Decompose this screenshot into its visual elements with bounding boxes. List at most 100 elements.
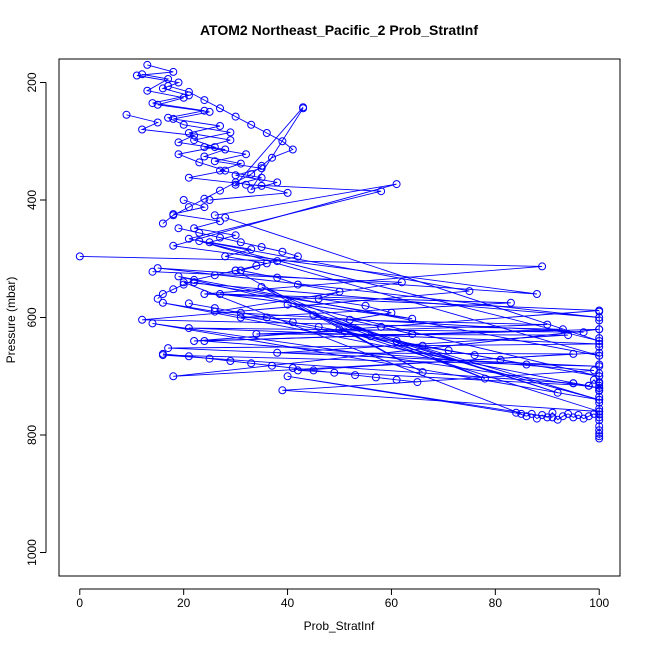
data-point xyxy=(252,261,261,270)
data-point xyxy=(143,86,152,95)
data-point xyxy=(231,178,240,187)
data-point xyxy=(595,398,604,407)
data-point xyxy=(257,283,266,291)
data-point xyxy=(242,150,250,159)
data-point xyxy=(470,351,479,360)
data-point xyxy=(257,161,266,170)
data-point xyxy=(268,361,276,370)
data-point xyxy=(153,264,162,273)
data-point xyxy=(512,408,521,417)
data-point xyxy=(299,104,308,113)
data-point xyxy=(153,100,162,109)
data-point xyxy=(179,196,188,204)
data-point xyxy=(480,374,489,383)
y-tick-label: 1000 xyxy=(25,539,39,566)
data-point xyxy=(558,412,567,421)
data-point xyxy=(221,145,230,154)
data-point xyxy=(143,60,152,69)
data-point xyxy=(164,113,173,122)
data-point xyxy=(418,341,427,350)
data-point xyxy=(584,381,593,390)
data-point xyxy=(309,311,318,320)
series-line-17 xyxy=(188,302,527,365)
data-point xyxy=(543,320,552,329)
data-point xyxy=(377,187,386,196)
data-point xyxy=(257,243,266,251)
x-tick-label: 80 xyxy=(489,596,503,610)
data-point xyxy=(532,290,541,298)
data-point xyxy=(595,360,604,369)
data-point xyxy=(538,262,547,271)
data-point xyxy=(242,180,250,189)
series-line-8 xyxy=(152,217,600,401)
data-point xyxy=(408,314,417,323)
data-point xyxy=(190,278,199,287)
data-point xyxy=(569,413,578,422)
series-line-15 xyxy=(162,85,294,224)
x-tick-label: 0 xyxy=(76,596,83,610)
data-point xyxy=(190,337,199,345)
plot-frame xyxy=(58,58,621,577)
data-point xyxy=(216,104,224,113)
data-point xyxy=(278,247,287,256)
data-point xyxy=(148,99,157,108)
data-point xyxy=(169,114,178,123)
data-point xyxy=(351,371,360,380)
data-point xyxy=(268,153,276,162)
data-point xyxy=(278,386,287,395)
data-point xyxy=(595,432,604,441)
series-line-14 xyxy=(142,73,304,191)
data-point xyxy=(314,322,323,331)
data-point xyxy=(595,426,604,435)
data-point xyxy=(158,298,167,307)
data-point xyxy=(595,379,604,388)
data-point xyxy=(517,409,526,418)
data-point xyxy=(361,301,370,310)
data-point xyxy=(278,137,287,146)
data-point xyxy=(569,379,578,388)
data-point xyxy=(184,234,193,243)
data-point xyxy=(595,307,604,316)
data-point xyxy=(158,290,167,298)
data-point xyxy=(288,364,297,372)
data-point xyxy=(153,294,162,303)
data-point xyxy=(595,334,604,343)
data-point xyxy=(392,180,401,189)
data-point xyxy=(174,150,183,159)
data-point xyxy=(247,359,256,368)
data-point xyxy=(200,143,209,152)
data-point xyxy=(216,233,224,242)
data-point xyxy=(595,351,604,360)
data-point xyxy=(527,409,536,418)
data-point xyxy=(444,346,453,355)
data-point xyxy=(543,413,552,422)
x-axis: 0 20 40 60 80 100 xyxy=(76,588,610,610)
data-point xyxy=(200,96,209,105)
x-axis-label: Prob_StratInf xyxy=(304,619,375,633)
data-point xyxy=(413,378,422,387)
data-point xyxy=(164,82,173,90)
chart-title: ATOM2 Northeast_Pacific_2 Prob_StratInf xyxy=(200,22,478,38)
data-point xyxy=(179,120,188,129)
data-point xyxy=(169,211,178,220)
data-point xyxy=(216,186,224,195)
data-point xyxy=(179,278,188,287)
y-tick-label: 400 xyxy=(25,190,39,210)
data-point xyxy=(595,316,604,325)
data-point xyxy=(595,416,604,425)
data-point xyxy=(392,375,401,384)
data-point xyxy=(231,112,240,121)
data-point xyxy=(75,252,84,261)
data-point xyxy=(195,228,204,237)
data-point xyxy=(216,290,224,298)
data-point xyxy=(216,166,224,175)
data-point xyxy=(174,78,183,87)
data-point xyxy=(283,188,292,197)
data-point xyxy=(569,349,578,358)
data-point xyxy=(595,404,604,413)
data-point xyxy=(595,410,604,419)
series-line-2 xyxy=(173,199,413,335)
data-point xyxy=(288,145,297,154)
data-point xyxy=(195,158,204,167)
